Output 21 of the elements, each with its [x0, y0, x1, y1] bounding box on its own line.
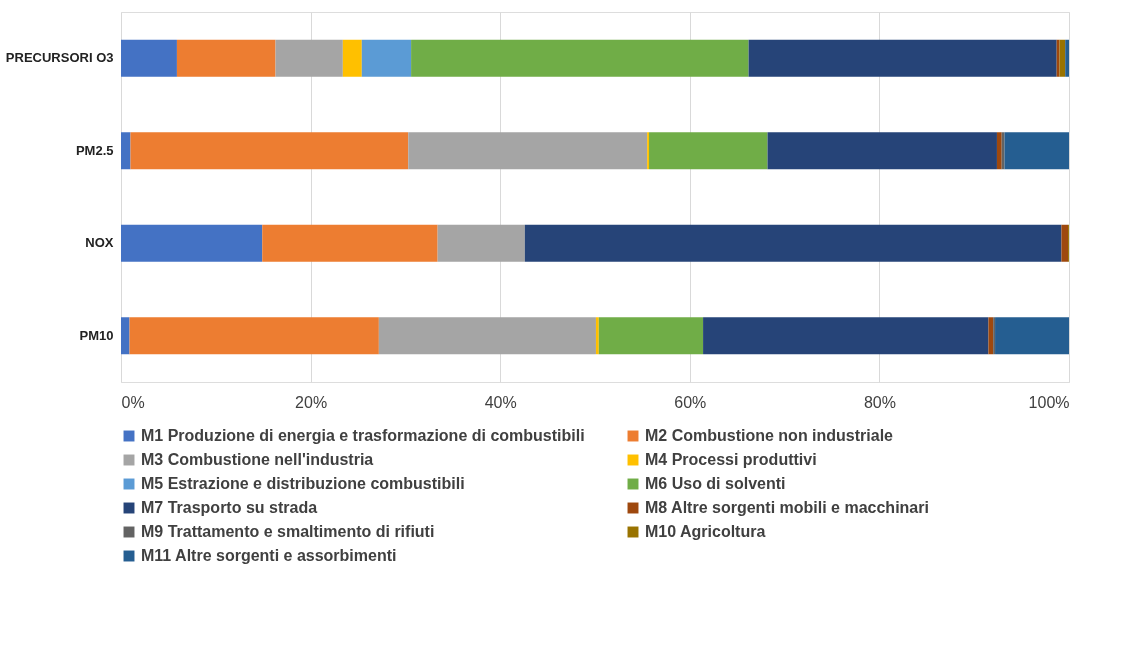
y-tick-label: PRECURSORI O3: [5, 50, 114, 66]
y-tick-label: NOX: [85, 235, 114, 251]
legend-label: M11 Altre sorgenti e assorbimenti: [141, 547, 397, 564]
legend-label: M2 Combustione non industriale: [645, 427, 894, 444]
legend-label: M8 Altre sorgenti mobili e macchinari: [645, 499, 929, 516]
x-tick-label: 60%: [674, 393, 707, 411]
y-tick-label: PM10: [79, 327, 114, 343]
x-tick-label: 0%: [121, 393, 145, 411]
legend-label: M5 Estrazione e distribuzione combustibili: [141, 475, 465, 492]
legend-label: M10 Agricoltura: [645, 523, 766, 540]
legend-label: M4 Processi produttivi: [645, 451, 817, 468]
x-tick-label: 40%: [484, 393, 517, 411]
legend-label: M6 Uso di solventi: [645, 475, 786, 492]
y-tick-label: PM2.5: [75, 142, 114, 158]
legend-label: M9 Trattamento e smaltimento di rifiuti: [141, 523, 435, 540]
legend-label: M1 Produzione di energia e trasformazione di combustibili: [141, 427, 585, 444]
legend-label: M3 Combustione nell'industria: [141, 451, 374, 468]
x-tick-label: 20%: [295, 393, 328, 411]
x-tick-label: 100%: [1028, 393, 1070, 411]
x-tick-label: 80%: [863, 393, 896, 411]
legend-label: M7 Trasporto su strada: [141, 499, 318, 516]
